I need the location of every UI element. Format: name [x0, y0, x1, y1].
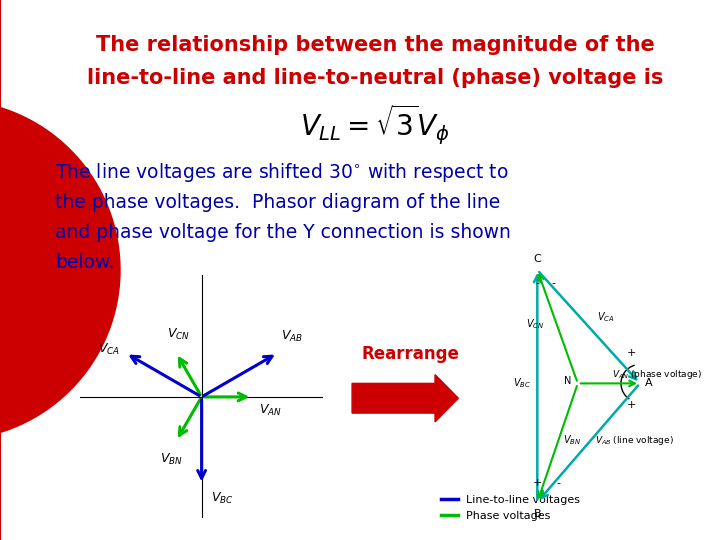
Text: -: - — [552, 278, 556, 288]
Text: The line voltages are shifted 30$^{\circ}$ with respect to: The line voltages are shifted 30$^{\circ… — [55, 160, 508, 184]
Text: $V_{CN}$: $V_{CN}$ — [167, 327, 190, 342]
Text: $V_{BN}$: $V_{BN}$ — [563, 433, 581, 447]
Text: +: + — [627, 348, 636, 359]
Text: $V_{AN}$ (phase voltage): $V_{AN}$ (phase voltage) — [611, 368, 702, 381]
Polygon shape — [0, 0, 120, 540]
Text: A: A — [645, 379, 653, 388]
Text: +: + — [533, 478, 542, 488]
Text: B: B — [534, 509, 541, 519]
Text: the phase voltages.  Phasor diagram of the line: the phase voltages. Phasor diagram of th… — [55, 192, 500, 212]
Text: $V_{BC}$: $V_{BC}$ — [211, 490, 233, 505]
Text: $V_{AN}$: $V_{AN}$ — [258, 403, 282, 418]
Text: The relationship between the magnitude of the: The relationship between the magnitude o… — [96, 35, 654, 55]
Text: -: - — [535, 278, 539, 288]
Text: and phase voltage for the Y connection is shown: and phase voltage for the Y connection i… — [55, 222, 511, 241]
Text: C: C — [534, 253, 541, 264]
Text: $V_{AB}$: $V_{AB}$ — [282, 329, 304, 344]
Text: +: + — [627, 400, 636, 410]
Text: -: - — [557, 478, 561, 488]
Text: $V_{AB}$ (line voltage): $V_{AB}$ (line voltage) — [595, 434, 674, 447]
FancyArrow shape — [352, 375, 459, 422]
Text: Rearrange: Rearrange — [361, 345, 459, 363]
Text: below.: below. — [55, 253, 114, 272]
Text: line-to-line and line-to-neutral (phase) voltage is: line-to-line and line-to-neutral (phase)… — [87, 68, 663, 88]
Text: N: N — [564, 376, 572, 386]
Text: $V_{BN}$: $V_{BN}$ — [160, 452, 183, 467]
Text: $V_{CN}$: $V_{CN}$ — [526, 316, 544, 330]
Text: $V_{BC}$: $V_{BC}$ — [513, 376, 531, 390]
Text: $V_{LL} = \sqrt{3}V_{\phi}$: $V_{LL} = \sqrt{3}V_{\phi}$ — [300, 103, 450, 147]
Text: $V_{CA}$: $V_{CA}$ — [597, 310, 614, 324]
Text: $V_{CA}$: $V_{CA}$ — [98, 341, 120, 356]
Legend: Line-to-line voltages, Phase voltages: Line-to-line voltages, Phase voltages — [436, 490, 585, 525]
